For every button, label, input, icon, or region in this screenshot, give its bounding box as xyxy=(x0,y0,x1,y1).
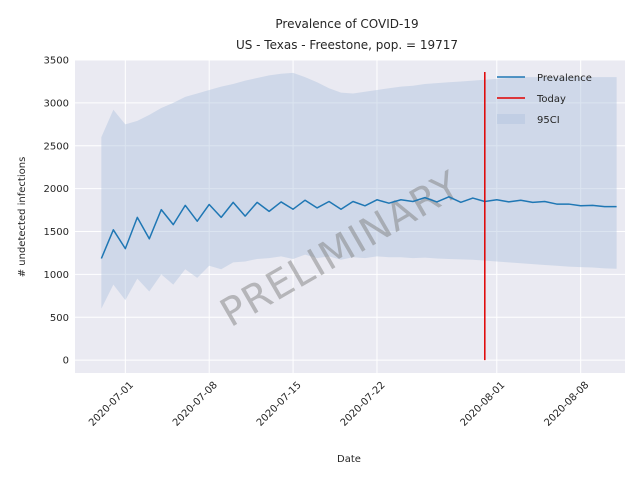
y-axis-label: # undetected infections xyxy=(17,157,28,278)
x-axis-label: Date xyxy=(337,454,361,465)
legend-today-label: Today xyxy=(536,94,566,105)
prevalence-line xyxy=(100,196,617,259)
ci-band xyxy=(101,72,617,309)
legend-prevalence-label: Prevalence xyxy=(537,73,592,84)
y-tick-label: 1000 xyxy=(44,270,69,281)
legend: Prevalence Today 95CI xyxy=(497,73,592,126)
y-tick-label: 2000 xyxy=(44,184,69,195)
y-tick-label: 0 xyxy=(63,356,69,367)
chart-title: Prevalence of COVID-19 xyxy=(275,17,418,31)
y-tick-label: 500 xyxy=(50,313,69,324)
ci-band-layer xyxy=(101,72,617,309)
chart-subtitle: US - Texas - Freestone, pop. = 19717 xyxy=(236,38,458,52)
y-tick-label: 2500 xyxy=(44,141,69,152)
series-lines xyxy=(100,72,617,361)
legend-ci-swatch xyxy=(497,114,525,124)
y-tick-label: 3500 xyxy=(44,56,69,67)
y-tick-label: 1500 xyxy=(44,227,69,238)
grid-lines xyxy=(75,59,625,373)
y-tick-labels: 0 500 1000 1500 2000 2500 3000 3500 xyxy=(44,56,69,367)
legend-ci-label: 95CI xyxy=(537,115,560,126)
y-tick-label: 3000 xyxy=(44,98,69,109)
